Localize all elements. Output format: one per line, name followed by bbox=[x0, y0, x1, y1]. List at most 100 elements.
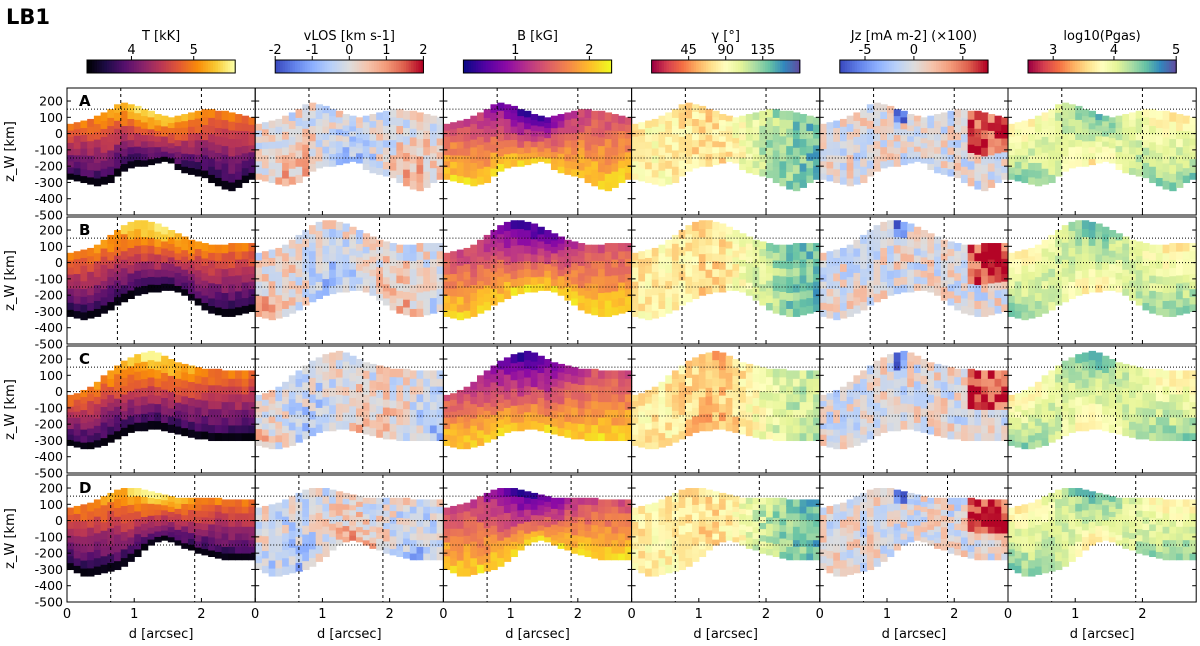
data-cell bbox=[725, 130, 734, 137]
colorbar-swatch bbox=[913, 60, 917, 73]
colorbar-swatch bbox=[205, 60, 209, 73]
data-cell bbox=[477, 390, 485, 400]
data-cell bbox=[947, 161, 955, 170]
data-cell bbox=[658, 418, 666, 426]
data-cell bbox=[880, 289, 888, 300]
data-cell bbox=[1122, 133, 1130, 141]
data-cell bbox=[987, 298, 996, 308]
data-cell bbox=[1115, 233, 1123, 241]
data-cell bbox=[214, 268, 223, 277]
data-cell bbox=[214, 252, 223, 261]
colorbar-tick-label: 5 bbox=[190, 43, 198, 58]
colorbar-swatch bbox=[1124, 60, 1128, 73]
data-cell bbox=[967, 283, 975, 292]
data-cell bbox=[1169, 121, 1177, 131]
data-cell bbox=[477, 264, 485, 273]
data-cell bbox=[228, 275, 236, 285]
data-cell bbox=[900, 368, 908, 378]
data-cell bbox=[665, 120, 673, 129]
colorbar-swatch bbox=[1168, 60, 1172, 73]
colorbar-tick-label: 0 bbox=[345, 43, 353, 58]
data-cell bbox=[1034, 162, 1043, 171]
data-cell bbox=[497, 267, 505, 277]
data-cell bbox=[866, 246, 875, 256]
data-cell bbox=[833, 429, 841, 437]
data-cell bbox=[1021, 257, 1029, 266]
data-cell bbox=[1001, 273, 1009, 282]
colorbar-swatch bbox=[586, 60, 590, 73]
data-cell bbox=[1014, 303, 1023, 312]
data-cell bbox=[443, 173, 451, 180]
data-cell bbox=[813, 432, 821, 442]
data-cell bbox=[201, 154, 209, 163]
data-cell bbox=[967, 135, 975, 145]
data-cell bbox=[544, 359, 552, 368]
data-cell bbox=[463, 310, 471, 319]
data-cell bbox=[786, 378, 794, 387]
data-cell bbox=[1128, 126, 1137, 134]
data-cell bbox=[315, 382, 324, 392]
colorbar-swatch bbox=[906, 60, 910, 73]
data-cell bbox=[799, 146, 807, 156]
data-cell bbox=[564, 397, 572, 406]
data-cell bbox=[376, 266, 384, 274]
colorbar-swatch bbox=[307, 60, 311, 73]
data-cell bbox=[584, 125, 592, 135]
data-cell bbox=[651, 133, 660, 142]
data-cell bbox=[1095, 157, 1103, 164]
data-cell bbox=[759, 276, 767, 285]
data-cell bbox=[282, 284, 290, 294]
data-cell bbox=[288, 280, 297, 290]
data-cell bbox=[1162, 284, 1170, 294]
data-cell bbox=[1142, 280, 1150, 289]
data-cell bbox=[799, 290, 807, 300]
colorbar-swatch bbox=[517, 60, 521, 73]
data-cell bbox=[665, 144, 673, 153]
data-cell bbox=[349, 125, 357, 132]
data-cell bbox=[981, 275, 989, 285]
data-cell bbox=[114, 136, 122, 145]
data-cell bbox=[490, 128, 498, 137]
data-cell bbox=[571, 132, 579, 141]
colorbar-swatch bbox=[921, 60, 925, 73]
data-cell bbox=[524, 420, 532, 430]
data-cell bbox=[638, 435, 646, 442]
data-cell bbox=[181, 120, 189, 128]
data-cell bbox=[503, 399, 512, 408]
data-cell bbox=[597, 417, 606, 426]
data-cell bbox=[665, 128, 673, 137]
data-cell bbox=[295, 133, 303, 143]
colorbar-swatch bbox=[173, 60, 177, 73]
data-cell bbox=[208, 368, 216, 378]
data-cell bbox=[745, 249, 754, 257]
data-cell bbox=[745, 395, 754, 405]
data-cell bbox=[322, 236, 330, 246]
data-cell bbox=[712, 221, 720, 231]
data-cell bbox=[1102, 135, 1110, 142]
data-cell bbox=[456, 296, 465, 305]
data-cell bbox=[887, 278, 895, 288]
data-cell bbox=[369, 159, 377, 167]
data-cell bbox=[497, 225, 505, 235]
data-cell bbox=[524, 221, 532, 231]
data-cell bbox=[994, 137, 1002, 146]
data-cell bbox=[362, 239, 371, 247]
data-cell bbox=[1122, 275, 1130, 283]
data-cell bbox=[718, 130, 727, 137]
data-cell bbox=[456, 265, 465, 274]
data-cell bbox=[362, 394, 371, 403]
data-cell bbox=[67, 148, 75, 156]
data-cell bbox=[248, 273, 256, 282]
data-cell bbox=[329, 269, 337, 278]
data-cell bbox=[329, 285, 337, 295]
data-cell bbox=[241, 152, 250, 161]
data-cell bbox=[1155, 283, 1164, 292]
data-cell bbox=[873, 293, 881, 303]
data-cell bbox=[537, 414, 545, 423]
data-cell bbox=[819, 411, 828, 418]
data-cell bbox=[100, 390, 108, 400]
data-cell bbox=[369, 249, 377, 257]
data-cell bbox=[692, 374, 700, 383]
data-cell bbox=[833, 402, 841, 411]
